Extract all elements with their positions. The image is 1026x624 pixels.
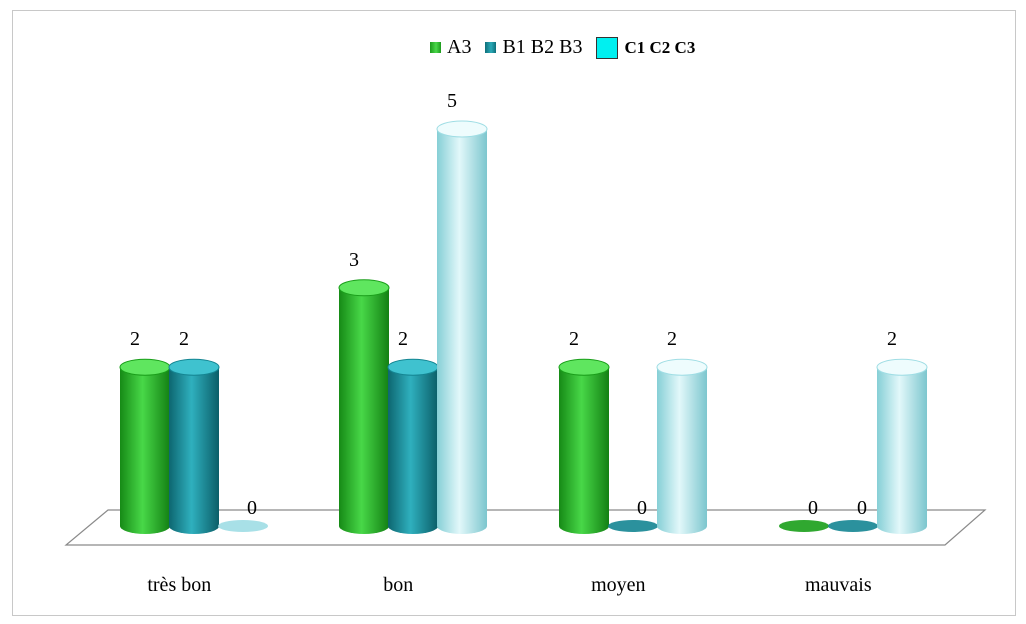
data-label: 2 — [398, 328, 408, 350]
bar-cap — [119, 358, 171, 376]
legend-item-b: B1 B2 B3 — [485, 36, 582, 59]
bar-1-4 — [779, 520, 829, 532]
bar-flat — [608, 520, 658, 532]
bar-cap — [558, 358, 610, 376]
bar-flat — [218, 520, 268, 532]
bar-2-2 — [387, 358, 439, 534]
bar-cap — [168, 358, 220, 376]
bar-2-4 — [828, 520, 878, 532]
data-label: 2 — [569, 328, 579, 350]
bar-2-1 — [168, 358, 220, 534]
bar-1-3 — [558, 358, 610, 534]
bar-body — [877, 367, 927, 534]
bar-1-2 — [338, 279, 390, 534]
bar-body — [657, 367, 707, 534]
bar-body — [339, 287, 389, 534]
legend-item-c: C1 C2 C3 — [596, 36, 696, 59]
bar-3-3 — [656, 358, 708, 534]
bar-cap — [656, 358, 708, 376]
data-label: 2 — [130, 328, 140, 350]
bars-group: 2 2 0 3 2 5 2 0 2 0 0 2 — [119, 90, 928, 534]
legend-swatch-b — [485, 42, 497, 53]
bar-body — [120, 367, 170, 534]
bar-cap — [338, 279, 390, 297]
bar-1-1 — [119, 358, 171, 534]
bar-cap — [436, 120, 488, 138]
bar-body — [559, 367, 609, 534]
x-axis-labels: très bon bon moyen mauvais — [147, 574, 871, 596]
legend-item-a3: A3 — [430, 36, 471, 59]
bar-cap — [387, 358, 439, 376]
chart-legend: A3 B1 B2 B3 C1 C2 C3 — [430, 36, 709, 59]
bar-body — [437, 129, 487, 534]
legend-swatch-c — [596, 36, 619, 59]
data-label: 2 — [887, 328, 897, 350]
data-label: 3 — [349, 249, 359, 271]
x-tick-label: très bon — [147, 574, 211, 596]
data-label: 0 — [857, 497, 867, 519]
data-label: 0 — [808, 497, 818, 519]
legend-label-b: B1 B2 B3 — [502, 36, 583, 58]
bar-flat — [828, 520, 878, 532]
bar-2-3 — [608, 520, 658, 532]
data-label: 0 — [247, 497, 257, 519]
legend-label-a3: A3 — [447, 36, 472, 58]
legend-swatch-a3 — [430, 42, 441, 53]
bar-flat — [779, 520, 829, 532]
legend-label-c: C1 C2 C3 — [624, 37, 696, 57]
bar-3-1 — [218, 520, 268, 532]
bar-cap — [876, 358, 928, 376]
data-label: 0 — [637, 497, 647, 519]
data-label: 2 — [179, 328, 189, 350]
x-tick-label: bon — [383, 574, 413, 596]
x-tick-label: mauvais — [805, 574, 872, 596]
bar-3-4 — [876, 358, 928, 534]
x-tick-label: moyen — [591, 574, 645, 596]
bar-body — [388, 367, 438, 534]
data-label: 2 — [667, 328, 677, 350]
data-label: 5 — [447, 90, 457, 112]
bar-3-2 — [436, 120, 488, 534]
bar-body — [169, 367, 219, 534]
